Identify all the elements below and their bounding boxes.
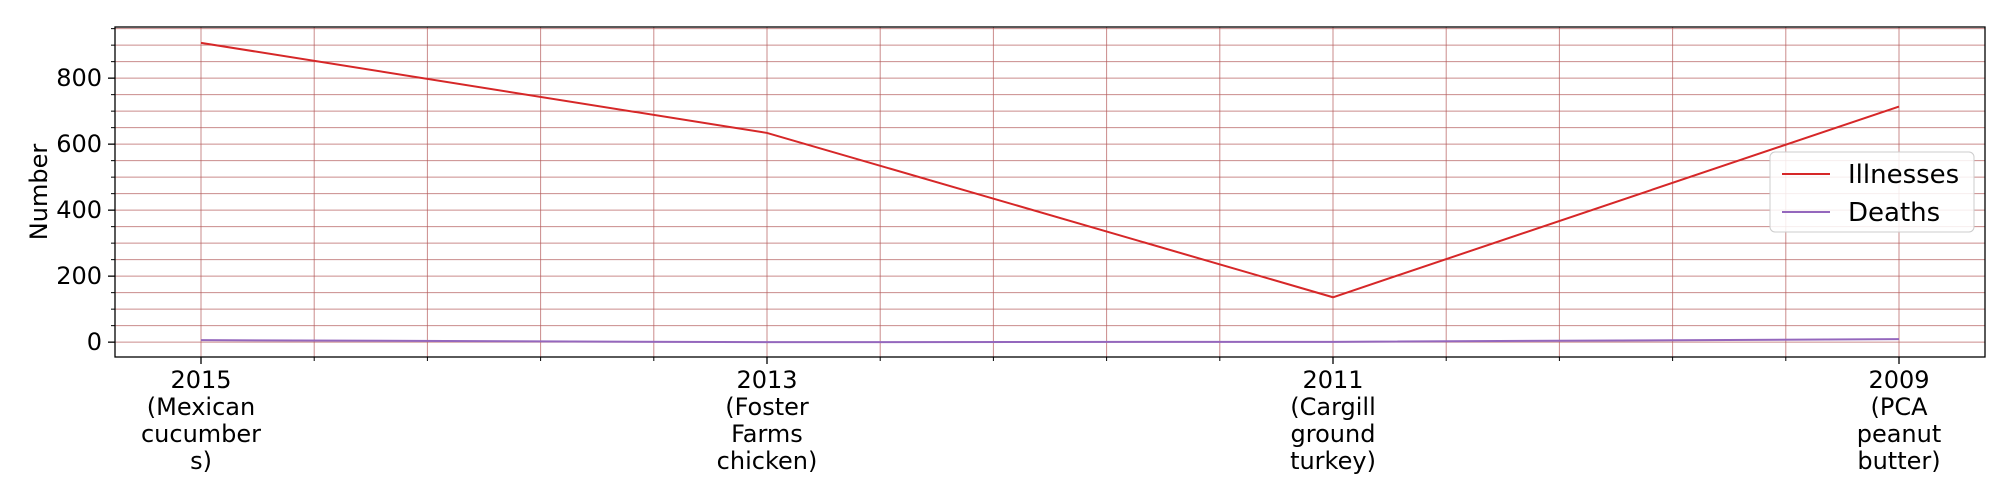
x-tick-label: 2009 (PCA peanut butter) bbox=[1857, 366, 1942, 475]
x-tick-label: 2015 (Mexican cucumber s) bbox=[141, 366, 261, 475]
x-tick-label: 2013 (Foster Farms chicken) bbox=[717, 366, 818, 475]
legend-label-deaths: Deaths bbox=[1848, 198, 1940, 228]
legend-label-illnesses: Illnesses bbox=[1848, 160, 1959, 190]
y-tick-label: 0 bbox=[87, 328, 102, 356]
legend: Illnesses Deaths bbox=[1769, 151, 1975, 233]
plot-frame bbox=[114, 26, 1986, 358]
y-tick-label: 600 bbox=[56, 130, 102, 158]
y-tick-label: 400 bbox=[56, 196, 102, 224]
series-line-illnesses bbox=[200, 41, 1900, 299]
axis-ticks: 0 200 400 600 800 2015 (Mexican cucumber s) 2013(… bbox=[56, 28, 1942, 475]
grid bbox=[115, 27, 1985, 357]
series-lines bbox=[200, 41, 1900, 344]
y-tick-label: 800 bbox=[56, 64, 102, 92]
series-line-deaths bbox=[200, 338, 1900, 344]
x-tick-label: 2011 (Cargill ground turkey) bbox=[1290, 366, 1376, 475]
y-tick-label: 200 bbox=[56, 262, 102, 290]
y-axis-label: Number bbox=[25, 144, 53, 241]
